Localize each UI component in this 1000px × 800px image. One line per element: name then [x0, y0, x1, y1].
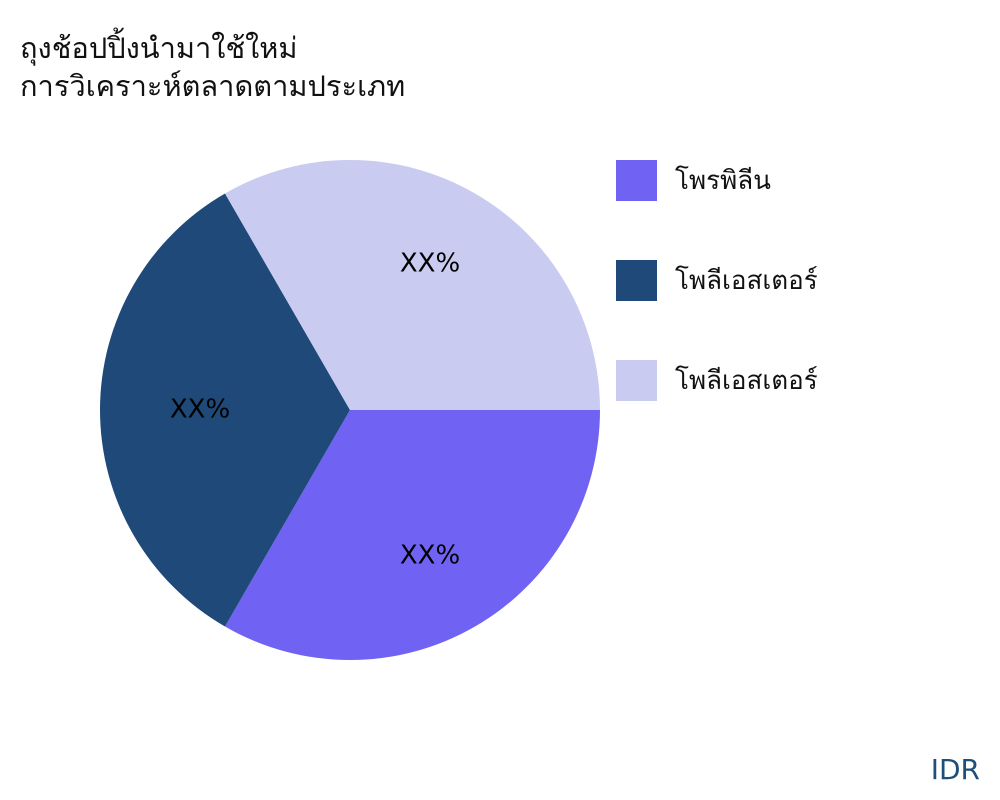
legend-item-2: โพลีเอสเตอร์: [616, 359, 818, 401]
legend-label: โพลีเอสเตอร์: [675, 365, 818, 396]
chart-title: ถุงช้อปปิ้งนำมาใช้ใหม่: [20, 31, 298, 65]
slice-data-label-1: XX%: [170, 395, 230, 425]
legend-label: โพลีเอสเตอร์: [675, 265, 818, 296]
footer-currency: IDR: [930, 753, 980, 786]
pie-slice-2: [225, 160, 600, 410]
legend-label: โพรพิลีน: [675, 165, 771, 196]
legend-item-0: โพรพิลีน: [616, 159, 771, 201]
chart-subtitle: การวิเคราะห์ตลาดตามประเภท: [20, 69, 406, 103]
slice-data-label-0: XX%: [400, 540, 460, 570]
legend-item-1: โพลีเอสเตอร์: [616, 259, 818, 301]
slice-data-label-2: XX%: [400, 249, 460, 279]
legend-swatch: [616, 259, 657, 301]
legend-swatch: [616, 159, 657, 201]
pie-slice-0: [225, 410, 600, 660]
legend-swatch: [616, 359, 657, 401]
